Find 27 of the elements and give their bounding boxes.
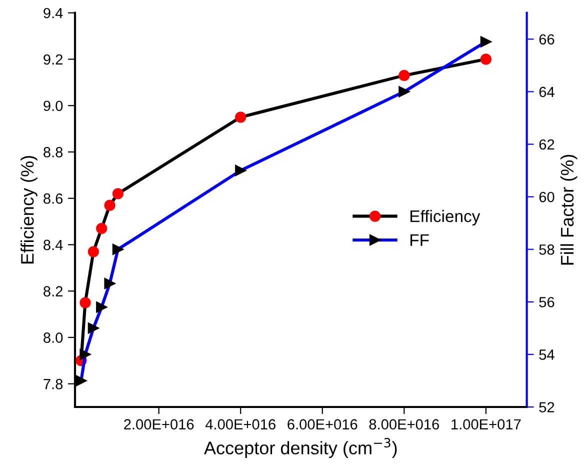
y2-tick-label: 58 <box>539 244 554 255</box>
y2-tick-label: 66 <box>539 34 554 45</box>
y2-tick-label: 52 <box>539 402 554 412</box>
x-tick-label: 6.00E+016 <box>288 419 358 430</box>
y2-tick-label: 62 <box>539 139 554 150</box>
y-tick-label: 8.6 <box>44 193 63 204</box>
x-tick-label: 2.00E+016 <box>124 419 194 430</box>
y-axis-title: Efficiency (%) <box>20 156 38 264</box>
y2-axis-title: Fill Factor (%) <box>560 154 578 265</box>
y-tick-label: 9.2 <box>44 54 62 65</box>
x-axis-title: Acceptor density (cm$^{−3}$) <box>204 438 397 458</box>
y2-tick-label: 56 <box>539 296 554 308</box>
legend-label: Efficiency <box>410 210 480 226</box>
y2-tick-label: 60 <box>539 192 554 202</box>
y2-tick-label: 64 <box>539 86 554 98</box>
y-tick-label: 8.2 <box>44 286 62 296</box>
y-tick-label: 8.8 <box>44 147 63 158</box>
y-tick-label: 8.0 <box>44 332 63 343</box>
y-tick-label: 9.0 <box>44 100 63 112</box>
x-tick-label: 4.00E+016 <box>205 419 276 430</box>
y-tick-label: 9.4 <box>44 8 63 18</box>
legend-label: FF <box>410 234 429 246</box>
y2-tick-label: 54 <box>539 350 554 360</box>
x-tick-label: 1.00E+017 <box>452 419 521 430</box>
x-tick-label: 8.00E+016 <box>369 419 439 430</box>
y-tick-label: 8.4 <box>44 240 63 250</box>
y-tick-label: 7.8 <box>44 378 63 390</box>
